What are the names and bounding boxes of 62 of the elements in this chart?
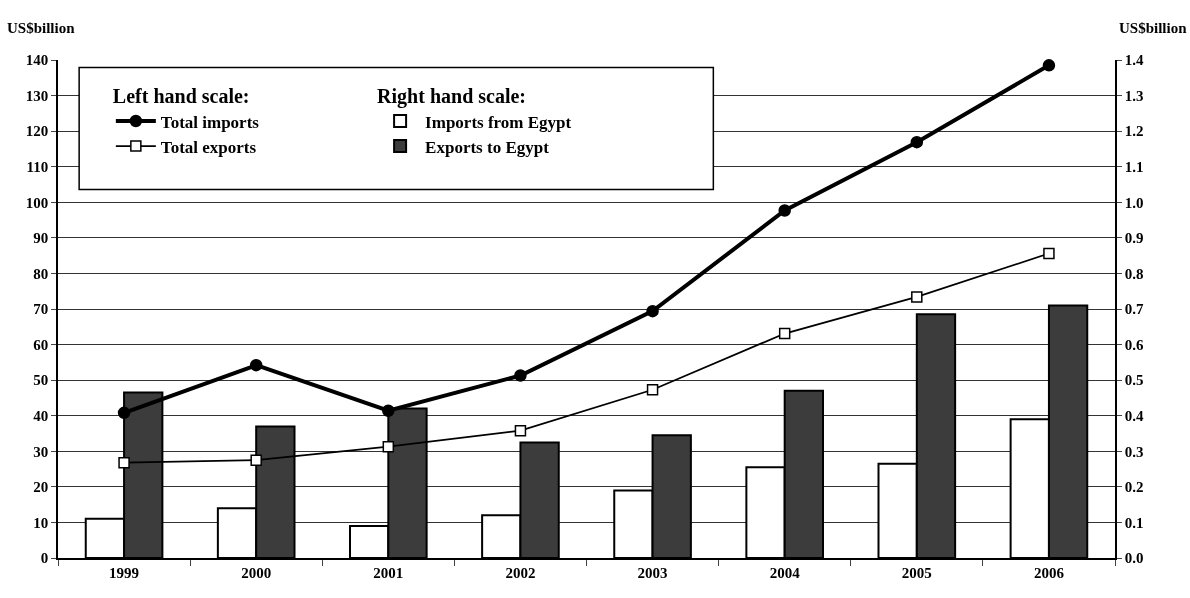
y-tick-label: 110 (26, 158, 49, 175)
point (250, 454, 262, 466)
y2-tick-label: 1.1 (1124, 158, 1144, 175)
y-tick-label: 30 (33, 443, 49, 460)
y-tick-label: 20 (33, 479, 49, 496)
y-tick-label: 70 (33, 301, 49, 318)
y-tick-label: 120 (25, 123, 49, 140)
legend-label: Total exports (160, 137, 257, 157)
point (778, 327, 791, 340)
legend-label: Total imports (160, 112, 260, 132)
point (910, 135, 924, 149)
point (382, 404, 395, 417)
point (911, 291, 923, 303)
annotation: Right hand scale: (377, 85, 527, 109)
point (514, 369, 527, 382)
y2-tick-label: 1.2 (1124, 123, 1144, 140)
x-tick-label: 2004 (769, 564, 801, 581)
y2-tick-label: 0.3 (1124, 443, 1144, 460)
point (1043, 247, 1055, 260)
y2-tick-label: 0.2 (1124, 479, 1144, 496)
point (646, 384, 659, 396)
y-tick-label: 50 (33, 372, 49, 389)
x-tick-label: 2003 (637, 564, 668, 581)
y2-tick-label: 1.4 (1124, 52, 1144, 69)
point (1042, 59, 1056, 72)
y2-tick-label: 0.8 (1124, 265, 1144, 282)
point (646, 304, 659, 318)
x-tick-label: 2002 (505, 564, 536, 581)
legend-label: Exports to Egypt (425, 137, 550, 157)
point (382, 440, 395, 453)
point (118, 456, 130, 469)
y-axis-title: US$billion (7, 20, 76, 36)
y2-tick-label: 0.4 (1124, 407, 1144, 424)
y2-tick-label: 0.7 (1124, 301, 1144, 318)
y-tick-label: 60 (33, 336, 49, 353)
y2-tick-label: 0.0 (1124, 550, 1144, 567)
point (249, 358, 263, 372)
y-tick-label: 140 (25, 52, 49, 69)
y2-tick-label: 0.5 (1124, 372, 1144, 389)
point (514, 424, 527, 437)
y-tick-label: 80 (33, 265, 49, 282)
y2-tick-label: 1.3 (1124, 87, 1144, 104)
y-tick-label: 90 (33, 230, 49, 247)
x-tick-label: 2005 (901, 564, 932, 581)
y-tick-label: 0 (40, 550, 49, 567)
y-tick-label: 10 (33, 514, 49, 531)
annotation: Left hand scale: (112, 85, 250, 108)
point (778, 204, 791, 217)
point (117, 406, 131, 420)
y2-tick-label: 0.9 (1124, 230, 1144, 247)
y-tick-label: 130 (25, 87, 49, 104)
y2-tick-label: 1.0 (1124, 194, 1144, 211)
y2-axis-title: US$billion (1119, 20, 1188, 36)
x-tick-label: 2001 (373, 564, 404, 581)
x-tick-label: 2000 (241, 564, 272, 581)
y2-tick-label: 0.6 (1124, 336, 1144, 353)
x-tick-label: 1999 (109, 564, 140, 581)
y-tick-label: 100 (25, 194, 49, 211)
x-tick-label: 2006 (1033, 564, 1065, 581)
y-tick-label: 40 (33, 407, 49, 424)
y2-tick-label: 0.1 (1124, 514, 1144, 531)
legend-label: Imports from Egypt (425, 112, 572, 132)
